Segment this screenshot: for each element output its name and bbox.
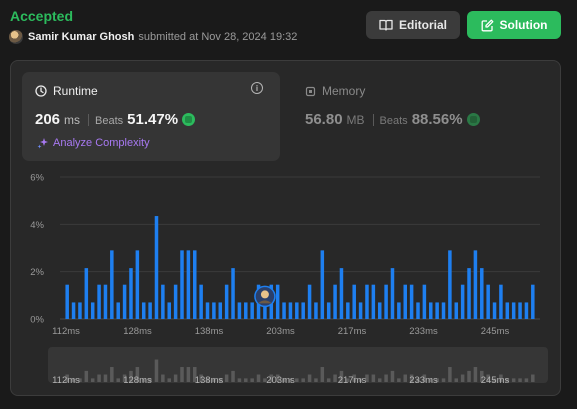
chip-icon <box>305 86 316 96</box>
editorial-label: Editorial <box>398 18 447 32</box>
runtime-unit: ms <box>64 113 81 127</box>
memory-tab[interactable]: Memory <box>305 84 365 98</box>
clock-icon <box>35 85 47 97</box>
beats-badge-icon <box>182 113 196 126</box>
runtime-card[interactable]: Runtime i 206 ms Beats 51.47% <box>22 72 280 161</box>
memory-beats-percent: 88.56% <box>411 111 463 128</box>
divider <box>88 113 90 126</box>
beats-label: Beats <box>379 115 408 127</box>
analyze-complexity-label: Analyze Complexity <box>53 137 150 149</box>
edit-icon <box>481 19 493 31</box>
avatar[interactable] <box>9 30 23 44</box>
runtime-beats-percent: 51.47% <box>127 111 179 128</box>
memory-unit: MB <box>346 113 365 127</box>
solution-button[interactable]: Solution <box>467 11 561 39</box>
runtime-title-label: Runtime <box>53 84 98 98</box>
runtime-value: 206 <box>35 111 61 128</box>
editorial-button[interactable]: Editorial <box>366 11 460 39</box>
solution-label: Solution <box>499 18 548 32</box>
book-icon <box>379 19 393 31</box>
memory-metric: 56.80 MB Beats 88.56% <box>305 111 480 128</box>
beats-badge-icon <box>466 113 480 126</box>
username-link[interactable]: Samir Kumar Ghosh <box>28 31 135 43</box>
runtime-metric: 206 ms Beats 51.47% <box>35 111 196 128</box>
memory-title-label: Memory <box>322 84 366 98</box>
chart-range-scroller[interactable] <box>48 347 548 383</box>
runtime-title: Runtime <box>35 84 98 98</box>
divider <box>372 113 374 126</box>
sparkle-icon <box>37 138 48 149</box>
status-accepted: Accepted <box>10 8 74 24</box>
submission-meta: Samir Kumar Ghosh submitted at Nov 28, 2… <box>9 30 297 44</box>
analyze-complexity-link[interactable]: Analyze Complexity <box>37 137 150 149</box>
info-icon[interactable]: i <box>251 82 263 94</box>
beats-label: Beats <box>95 115 124 127</box>
memory-value: 56.80 <box>305 111 343 128</box>
submitted-text: submitted at Nov 28, 2024 19:32 <box>138 31 298 43</box>
